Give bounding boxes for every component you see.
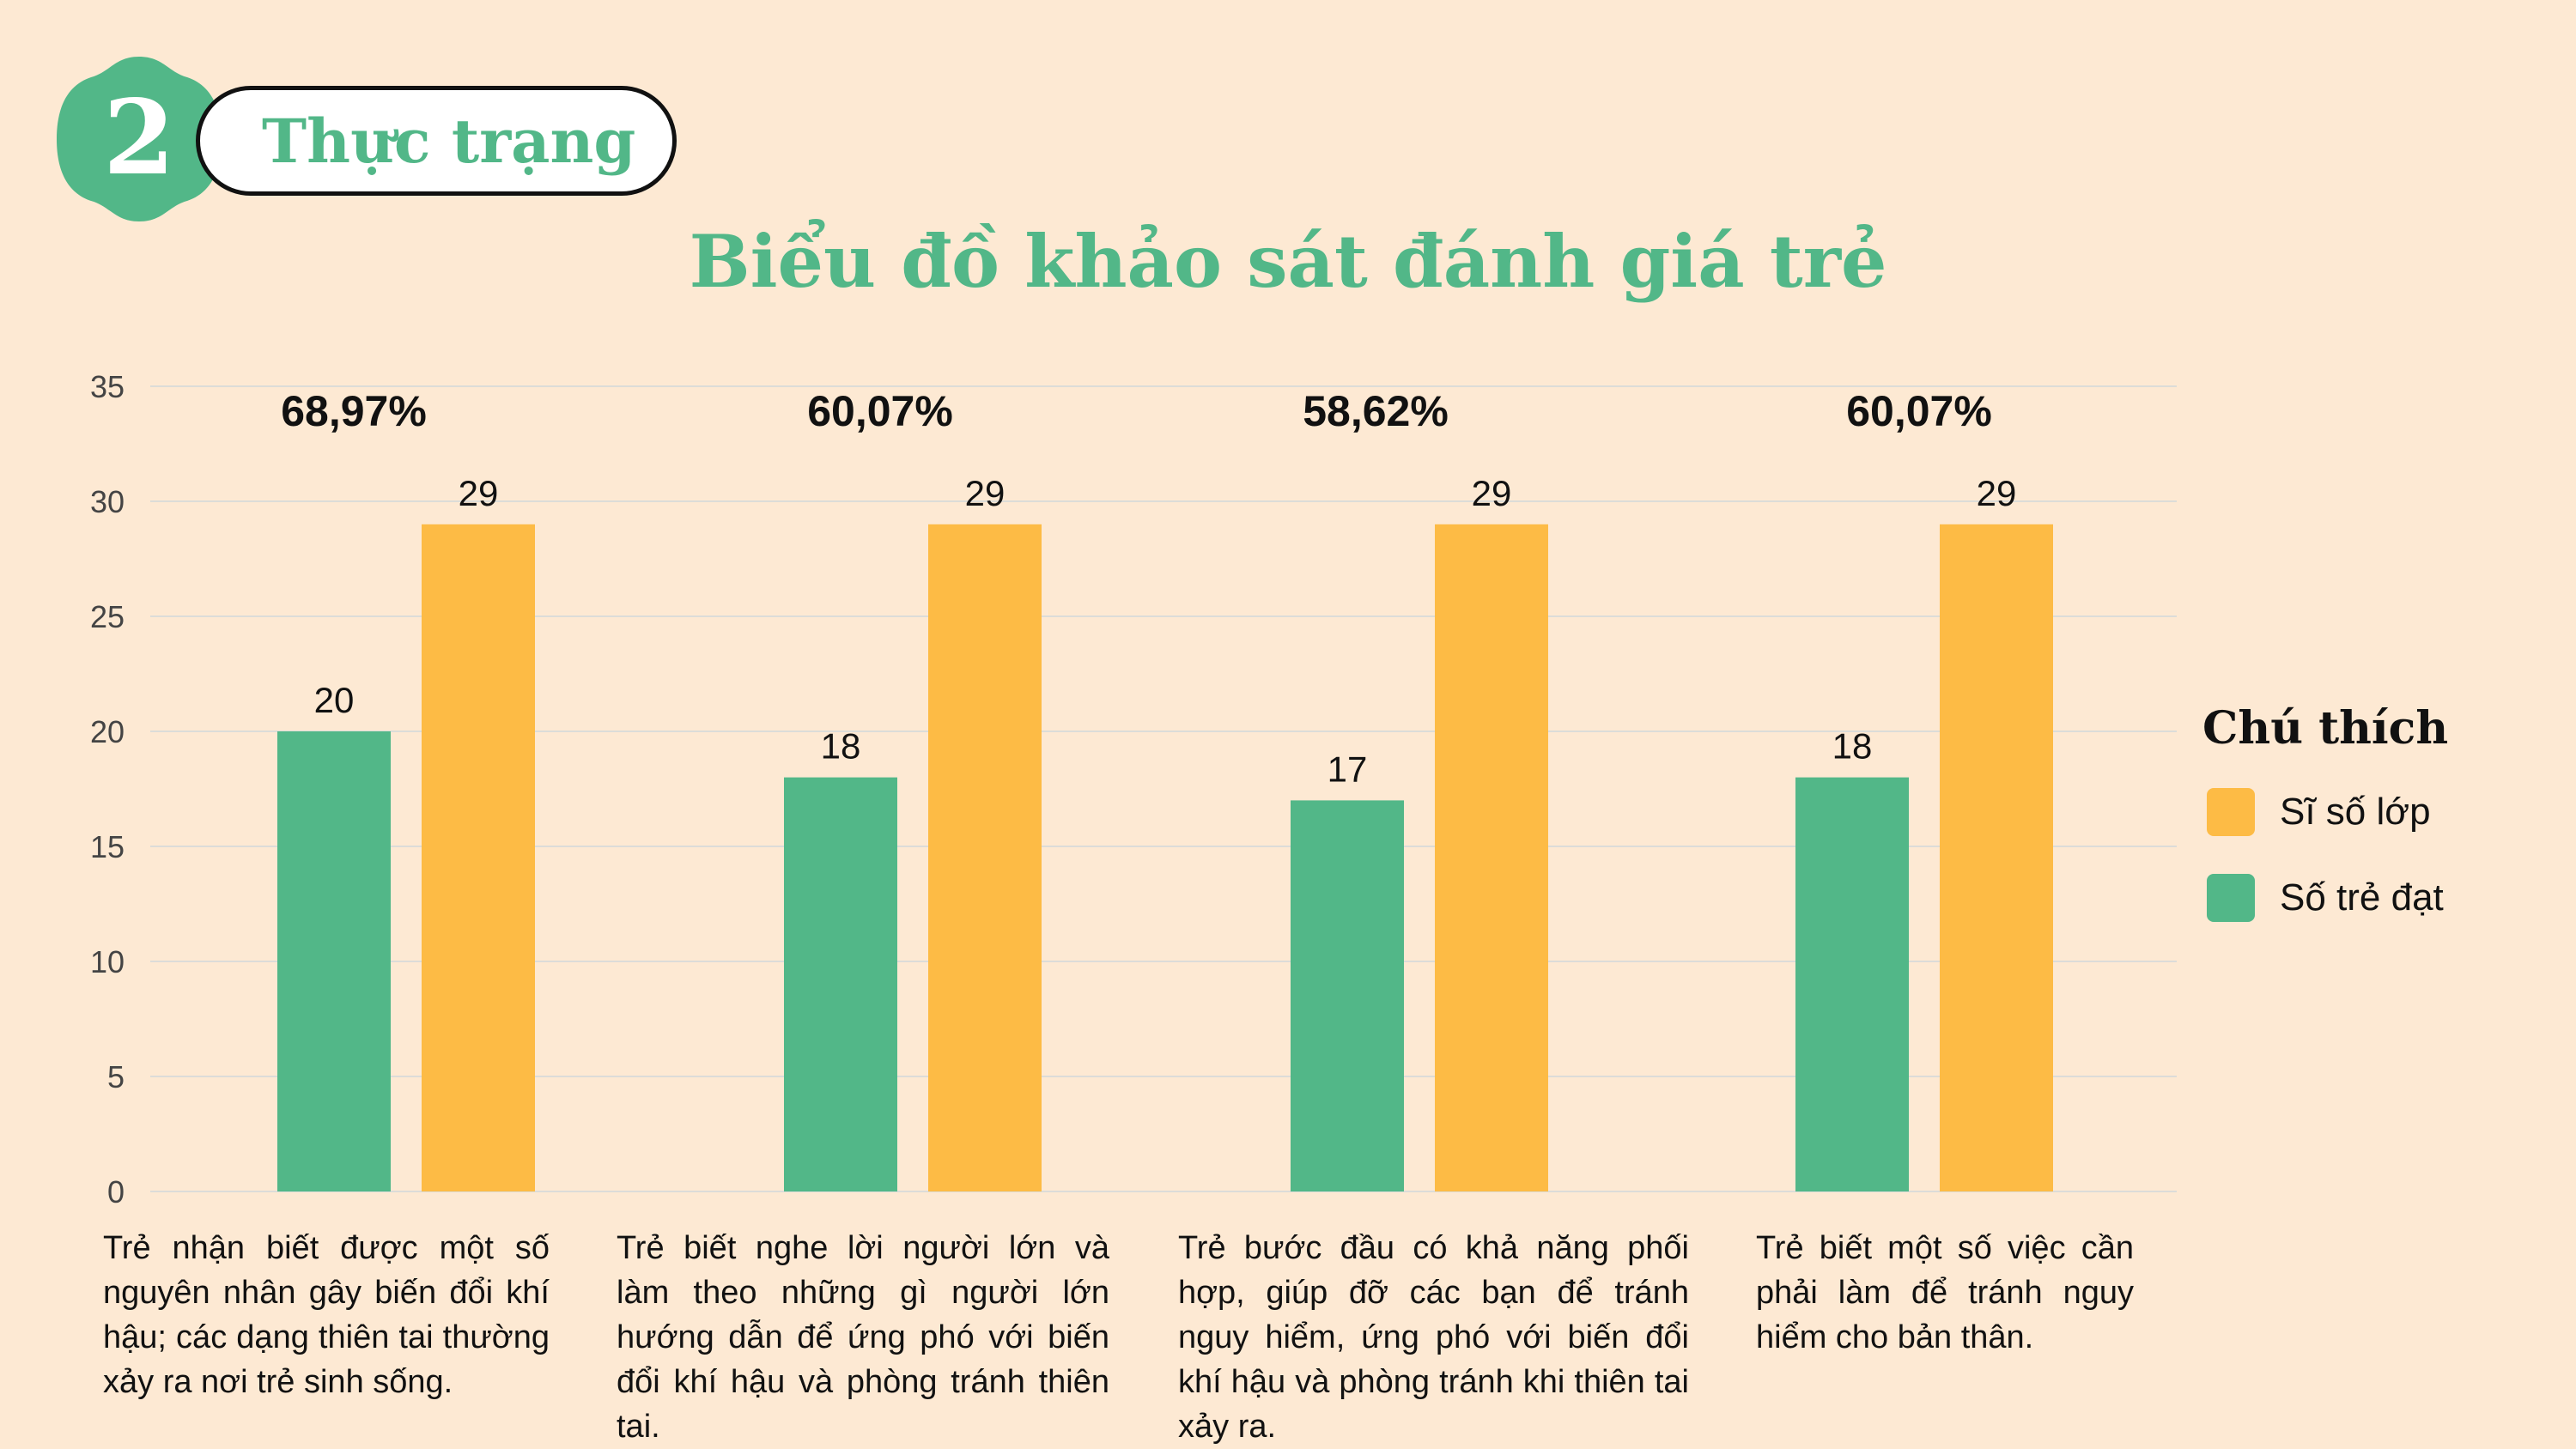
legend-label-si-so-lop: Sĩ số lớp (2280, 791, 2431, 833)
percentage-label-2: 60,07% (807, 387, 953, 435)
bar-si-so-lop-1 (422, 524, 535, 1191)
data-label-si-so-lop-4: 29 (1977, 473, 2017, 513)
section-title: Thực trạng (262, 106, 636, 177)
y-tick-label-30: 30 (90, 484, 125, 519)
category-label-1: Trẻ nhận biết được một số nguyên nhân gâ… (103, 1230, 550, 1400)
percentage-label-1: 68,97% (281, 387, 427, 435)
chart-title: Biểu đồ khảo sát đánh giá trẻ (689, 219, 1887, 304)
y-tick-label-25: 25 (90, 599, 125, 634)
y-tick-label-20: 20 (90, 714, 125, 749)
section-number-badge: 2 (57, 57, 222, 221)
section-number: 2 (103, 77, 175, 198)
bar-si-so-lop-4 (1940, 524, 2053, 1191)
data-label-so-tre-dat-1: 20 (314, 680, 355, 720)
bar-so-tre-dat-2 (784, 777, 897, 1191)
category-label-2: Trẻ biết nghe lời người lớn và làm theo … (617, 1230, 1109, 1445)
category-label-3: Trẻ bước đầu có khả năng phối hợp, giúp … (1178, 1230, 1689, 1445)
y-tick-label-15: 15 (90, 829, 125, 864)
bar-so-tre-dat-1 (277, 731, 391, 1191)
data-label-so-tre-dat-2: 18 (821, 726, 861, 767)
data-label-so-tre-dat-3: 17 (1327, 749, 1368, 789)
legend-swatch-green (2207, 874, 2255, 922)
data-label-si-so-lop-1: 29 (459, 473, 499, 513)
y-tick-label-35: 35 (90, 369, 125, 404)
legend-label-so-tre-dat: Số trẻ đạt (2280, 876, 2444, 919)
bar-si-so-lop-3 (1435, 524, 1548, 1191)
bar-so-tre-dat-3 (1291, 800, 1404, 1191)
data-label-si-so-lop-3: 29 (1472, 473, 1512, 513)
legend-title: Chú thích (2202, 702, 2449, 755)
badge-shape (57, 57, 222, 221)
data-label-si-so-lop-2: 29 (965, 473, 1005, 513)
percentage-label-4: 60,07% (1846, 387, 1992, 435)
section-title-pill (196, 86, 677, 196)
bar-si-so-lop-2 (928, 524, 1042, 1191)
category-label-4: Trẻ biết một số việc cần phải làm để trá… (1756, 1230, 2134, 1355)
percentage-label-3: 58,62% (1303, 387, 1449, 435)
y-tick-label-5: 5 (107, 1059, 125, 1094)
bar-so-tre-dat-4 (1795, 777, 1909, 1191)
legend-swatch-orange (2207, 788, 2255, 836)
y-tick-label-10: 10 (90, 944, 125, 979)
data-label-so-tre-dat-4: 18 (1832, 726, 1873, 767)
y-tick-label-0: 0 (107, 1174, 125, 1210)
